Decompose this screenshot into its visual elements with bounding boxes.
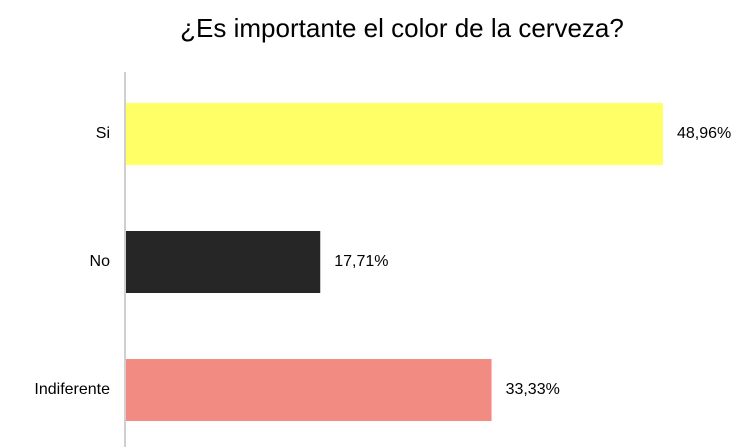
bar [126, 231, 321, 293]
category-label: No [90, 253, 111, 270]
value-label: 17,71% [334, 253, 388, 270]
bar [126, 103, 663, 165]
category-label: Si [96, 125, 110, 142]
bar [126, 359, 492, 421]
value-label: 33,33% [506, 381, 560, 398]
chart-title: ¿Es importante el color de la cerveza? [180, 13, 624, 43]
value-label: 48,96% [677, 125, 731, 142]
category-label: Indiferente [34, 381, 110, 398]
